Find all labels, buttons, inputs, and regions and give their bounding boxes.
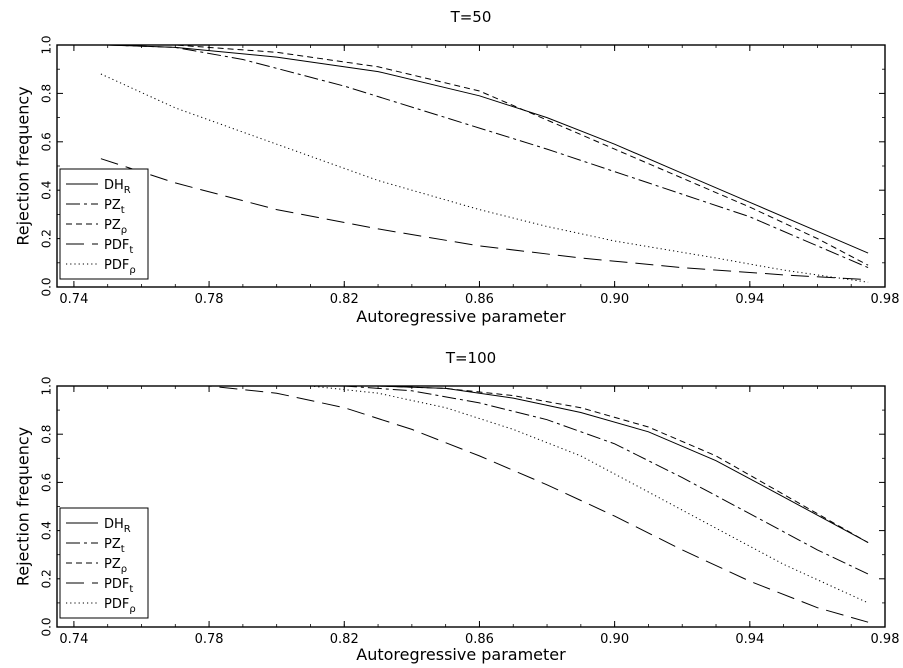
legend-label: PZρ xyxy=(104,557,127,575)
x-tick-label: 0.86 xyxy=(465,632,494,647)
x-tick-label: 0.74 xyxy=(59,292,88,307)
legend-label: DHR xyxy=(104,517,131,535)
series-line-dashdot xyxy=(242,385,869,575)
y-tick-label: 0.6 xyxy=(40,473,54,492)
legend-box xyxy=(59,168,149,280)
legend-label: PZt xyxy=(104,198,125,216)
legend-label-subscript: ρ xyxy=(121,564,127,575)
series-line-solid xyxy=(107,44,869,254)
y-tick-label: 0.0 xyxy=(40,617,54,636)
legend-label: PDFt xyxy=(104,238,133,256)
legend-label-base: PZ xyxy=(104,557,121,572)
series-line-dashed xyxy=(107,44,869,266)
legend-label-base: PZ xyxy=(104,537,121,552)
x-tick-label: 0.90 xyxy=(600,632,629,647)
legend-label: PDFρ xyxy=(104,258,136,276)
y-tick-label: 0.8 xyxy=(40,84,54,103)
legend-label-subscript: R xyxy=(124,524,131,535)
series-line-longdash xyxy=(100,158,869,281)
legend-label-base: PZ xyxy=(104,218,121,233)
chart-title: T=50 xyxy=(450,8,492,26)
x-tick-label: 0.78 xyxy=(195,632,224,647)
y-tick-label: 0.4 xyxy=(40,521,54,540)
y-tick-label: 0.4 xyxy=(40,181,54,200)
legend-label-subscript: t xyxy=(121,544,125,555)
legend-label: DHR xyxy=(104,178,131,196)
chart-t100: T=100 0.74 0.78 0.82 0.86 0.90 0.94 0.98 0.0 0.2 0… xyxy=(14,349,900,664)
legend-label-subscript: t xyxy=(121,205,125,216)
x-tick-label: 0.74 xyxy=(59,632,88,647)
series-line-dotted xyxy=(209,385,869,604)
y-tick-label: 1.0 xyxy=(40,376,54,395)
legend-label: PDFt xyxy=(104,577,133,595)
legend-label-subscript: R xyxy=(124,185,131,196)
legend-label-subscript: t xyxy=(129,245,133,256)
legend-label-base: PDF xyxy=(104,577,129,592)
x-tick-label: 0.98 xyxy=(871,632,900,647)
y-tick-label: 1.0 xyxy=(40,35,54,54)
legend-label-base: PDF xyxy=(104,238,129,253)
x-tick-label: 0.86 xyxy=(465,292,494,307)
series-line-dashdot xyxy=(107,44,869,269)
legend-label: PZρ xyxy=(104,218,127,236)
y-axis-label: Rejection frequency xyxy=(14,86,33,245)
plot-frame xyxy=(56,44,886,288)
x-tick-label: 0.78 xyxy=(195,292,224,307)
legend-label-subscript: ρ xyxy=(129,265,135,276)
x-tick-label: 0.82 xyxy=(330,292,359,307)
series-line-dotted xyxy=(100,73,869,283)
legend-label-subscript: t xyxy=(129,584,133,595)
chart-title: T=100 xyxy=(445,349,496,367)
y-tick-label: 0.2 xyxy=(40,569,54,588)
legend-label-subscript: ρ xyxy=(121,225,127,236)
legend-box xyxy=(59,507,149,619)
plot-frame xyxy=(56,385,886,628)
y-tick-label: 0.6 xyxy=(40,132,54,151)
series-line-solid xyxy=(276,385,869,544)
x-tick-label: 0.94 xyxy=(735,632,764,647)
legend-label-base: DH xyxy=(104,517,124,532)
y-tick-label: 0.2 xyxy=(40,229,54,248)
chart-t50: T=50 0.74 0.78 0.82 0.86 0.90 0.94 0.98 0.0 0.2 0.… xyxy=(14,8,900,326)
x-axis-label: Autoregressive parameter xyxy=(356,645,566,664)
x-tick-label: 0.82 xyxy=(330,632,359,647)
y-tick-label: 0.0 xyxy=(40,277,54,296)
legend-label-base: PDF xyxy=(104,597,129,612)
legend-label: PZt xyxy=(104,537,125,555)
y-tick-label: 0.8 xyxy=(40,425,54,444)
x-tick-label: 0.98 xyxy=(871,292,900,307)
x-axis-label: Autoregressive parameter xyxy=(356,307,566,326)
legend-label: PDFρ xyxy=(104,597,136,615)
series-line-dashed xyxy=(276,385,869,544)
legend-label-base: PDF xyxy=(104,258,129,273)
legend-label-subscript: ρ xyxy=(129,604,135,615)
legend-label-base: DH xyxy=(104,178,124,193)
series-line-longdash xyxy=(141,385,869,623)
y-axis-label: Rejection frequency xyxy=(14,427,33,586)
x-tick-label: 0.90 xyxy=(600,292,629,307)
x-tick-label: 0.94 xyxy=(735,292,764,307)
legend-label-base: PZ xyxy=(104,198,121,213)
